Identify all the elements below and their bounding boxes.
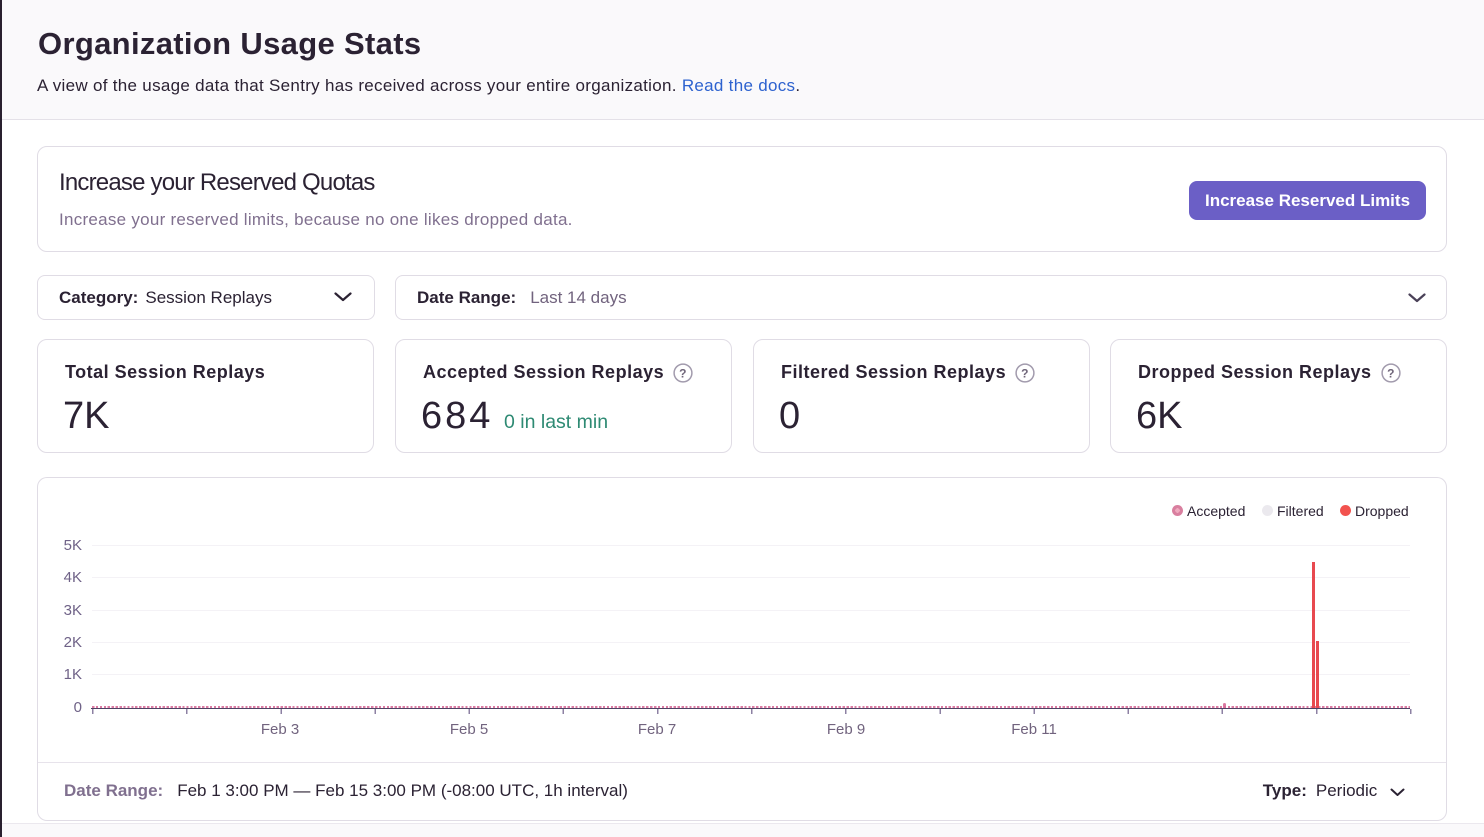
- svg-text:?: ?: [679, 366, 687, 380]
- svg-text:?: ?: [1387, 366, 1395, 380]
- svg-text:?: ?: [1021, 366, 1029, 380]
